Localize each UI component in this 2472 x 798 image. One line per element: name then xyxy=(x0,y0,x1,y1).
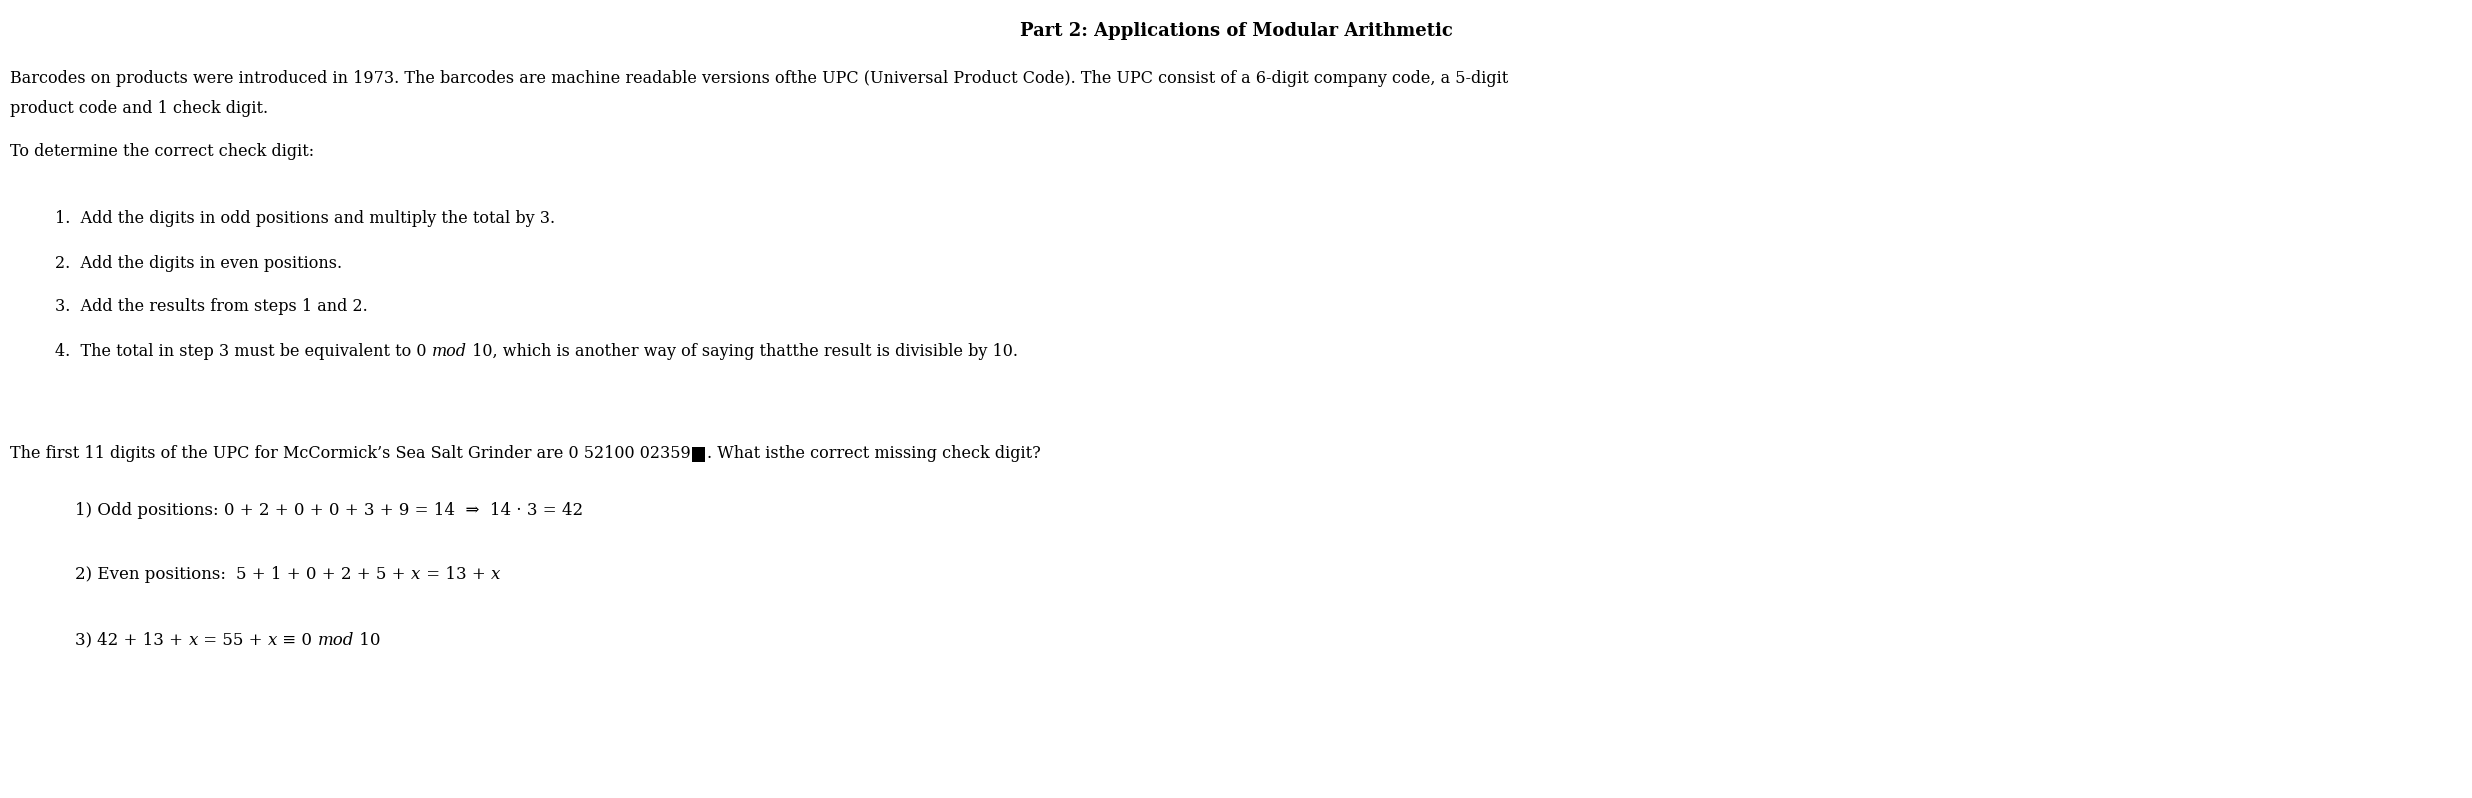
Text: Part 2: Applications of Modular Arithmetic: Part 2: Applications of Modular Arithmet… xyxy=(1018,22,1454,40)
Text: x: x xyxy=(489,566,499,583)
Text: x: x xyxy=(267,632,277,649)
Text: = 13 +: = 13 + xyxy=(420,566,489,583)
Text: 4.  The total in step 3 must be equivalent to 0: 4. The total in step 3 must be equivalen… xyxy=(54,343,433,360)
Text: 2.  Add the digits in even positions.: 2. Add the digits in even positions. xyxy=(54,255,341,272)
Text: The first 11 digits of the UPC for McCormick’s Sea Salt Grinder are 0 52100 0235: The first 11 digits of the UPC for McCor… xyxy=(10,445,690,462)
Text: 10, which is another way of saying thatthe result is divisible by 10.: 10, which is another way of saying thatt… xyxy=(467,343,1018,360)
Bar xyxy=(692,447,705,462)
Text: x: x xyxy=(410,566,420,583)
Text: Barcodes on products were introduced in 1973. The barcodes are machine readable : Barcodes on products were introduced in … xyxy=(10,70,1508,87)
Text: x: x xyxy=(188,632,198,649)
Text: ≡ 0: ≡ 0 xyxy=(277,632,316,649)
Text: 10: 10 xyxy=(353,632,381,649)
Text: 2) Even positions:: 2) Even positions: xyxy=(74,566,237,583)
Text: 1.  Add the digits in odd positions and multiply the total by 3.: 1. Add the digits in odd positions and m… xyxy=(54,210,556,227)
Text: = 55 +: = 55 + xyxy=(198,632,267,649)
Text: To determine the correct check digit:: To determine the correct check digit: xyxy=(10,143,314,160)
Text: 3.  Add the results from steps 1 and 2.: 3. Add the results from steps 1 and 2. xyxy=(54,298,368,315)
Text: product code and 1 check digit.: product code and 1 check digit. xyxy=(10,100,267,117)
Text: 42 + 13 +: 42 + 13 + xyxy=(96,632,188,649)
Text: 5 + 1 + 0 + 2 + 5 +: 5 + 1 + 0 + 2 + 5 + xyxy=(237,566,410,583)
Text: mod: mod xyxy=(316,632,353,649)
Text: . What isthe correct missing check digit?: . What isthe correct missing check digit… xyxy=(707,445,1041,462)
Text: 3): 3) xyxy=(74,632,96,649)
Text: mod: mod xyxy=(433,343,467,360)
Text: 1) Odd positions: 0 + 2 + 0 + 0 + 3 + 9 = 14  ⇒  14 · 3 = 42: 1) Odd positions: 0 + 2 + 0 + 0 + 3 + 9 … xyxy=(74,502,583,519)
